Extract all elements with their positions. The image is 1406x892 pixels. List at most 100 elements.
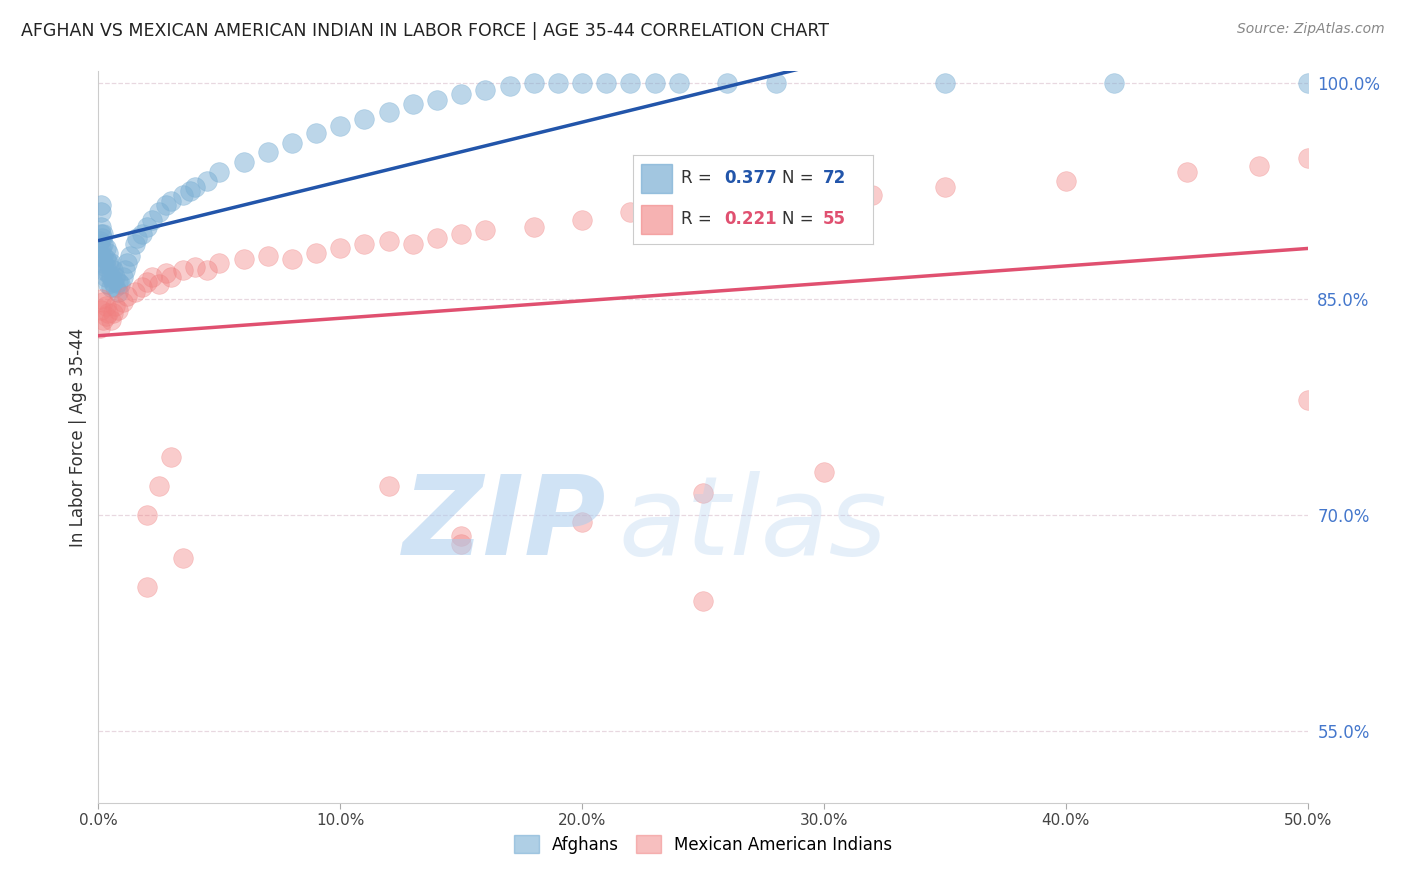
Point: [547, 76, 569, 90]
Point: [353, 112, 375, 126]
Y-axis label: In Labor Force | Age 35-44: In Labor Force | Age 35-44: [69, 327, 87, 547]
Point: [377, 234, 399, 248]
Point: [141, 270, 163, 285]
Point: [91, 256, 114, 270]
Point: [107, 275, 129, 289]
Point: [934, 179, 956, 194]
Point: [450, 227, 472, 241]
Point: [523, 219, 546, 234]
Point: [195, 263, 218, 277]
Point: [692, 486, 714, 500]
Point: [571, 515, 593, 529]
Point: [101, 275, 124, 289]
Text: 55: 55: [823, 211, 846, 228]
Point: [450, 529, 472, 543]
Point: [353, 237, 375, 252]
Point: [94, 242, 117, 256]
Point: [91, 313, 114, 327]
Point: [117, 256, 139, 270]
Point: [100, 256, 122, 270]
Point: [934, 76, 956, 90]
Point: [1296, 392, 1319, 407]
Point: [765, 194, 787, 208]
Point: [90, 198, 112, 212]
Text: AFGHAN VS MEXICAN AMERICAN INDIAN IN LABOR FORCE | AGE 35-44 CORRELATION CHART: AFGHAN VS MEXICAN AMERICAN INDIAN IN LAB…: [21, 22, 830, 40]
Point: [135, 275, 157, 289]
Point: [90, 292, 112, 306]
Point: [179, 184, 201, 198]
Point: [450, 536, 472, 550]
Point: [426, 231, 449, 245]
Point: [1054, 174, 1077, 188]
Point: [377, 479, 399, 493]
Point: [111, 270, 134, 285]
Point: [148, 277, 170, 292]
Point: [305, 126, 328, 140]
Bar: [641, 205, 672, 234]
Point: [141, 212, 163, 227]
Point: [281, 136, 304, 151]
Point: [124, 237, 146, 252]
Point: [232, 252, 254, 266]
Point: [97, 306, 120, 320]
Point: [100, 313, 122, 327]
Point: [426, 93, 449, 107]
Point: [135, 580, 157, 594]
Point: [644, 76, 666, 90]
Point: [89, 234, 111, 248]
Point: [402, 237, 425, 252]
Point: [1296, 76, 1319, 90]
Point: [860, 188, 883, 202]
Point: [172, 551, 194, 566]
Point: [94, 260, 117, 275]
Point: [498, 78, 520, 93]
Point: [91, 231, 114, 245]
Point: [160, 270, 183, 285]
Point: [256, 145, 278, 159]
Point: [692, 594, 714, 608]
Point: [619, 76, 641, 90]
Point: [104, 270, 127, 285]
Point: [89, 320, 111, 334]
Point: [117, 289, 139, 303]
Text: atlas: atlas: [619, 471, 887, 578]
Point: [108, 277, 131, 292]
Text: R =: R =: [682, 169, 717, 187]
Point: [1102, 76, 1125, 90]
Point: [208, 165, 231, 179]
Point: [160, 194, 183, 208]
Point: [668, 76, 690, 90]
Text: N =: N =: [782, 211, 818, 228]
Point: [107, 285, 129, 299]
Point: [184, 179, 207, 194]
Point: [135, 219, 157, 234]
Text: 0.221: 0.221: [724, 211, 778, 228]
Point: [195, 174, 218, 188]
Point: [127, 231, 149, 245]
Point: [97, 277, 120, 292]
Point: [91, 294, 114, 309]
Point: [1175, 165, 1198, 179]
Bar: [641, 164, 672, 193]
Point: [813, 465, 835, 479]
Point: [1249, 160, 1271, 174]
Point: [114, 263, 136, 277]
Point: [450, 87, 472, 102]
Point: [619, 205, 641, 219]
Point: [329, 242, 352, 256]
Text: 0.377: 0.377: [724, 169, 778, 187]
Point: [97, 245, 120, 260]
Point: [100, 280, 122, 294]
Point: [89, 249, 111, 263]
Point: [305, 245, 328, 260]
Point: [256, 249, 278, 263]
Point: [91, 227, 114, 241]
Point: [571, 212, 593, 227]
Point: [124, 285, 146, 299]
Point: [377, 104, 399, 119]
Point: [155, 198, 177, 212]
Point: [94, 299, 117, 313]
Point: [135, 508, 157, 522]
Point: [101, 306, 124, 320]
Point: [104, 299, 127, 313]
